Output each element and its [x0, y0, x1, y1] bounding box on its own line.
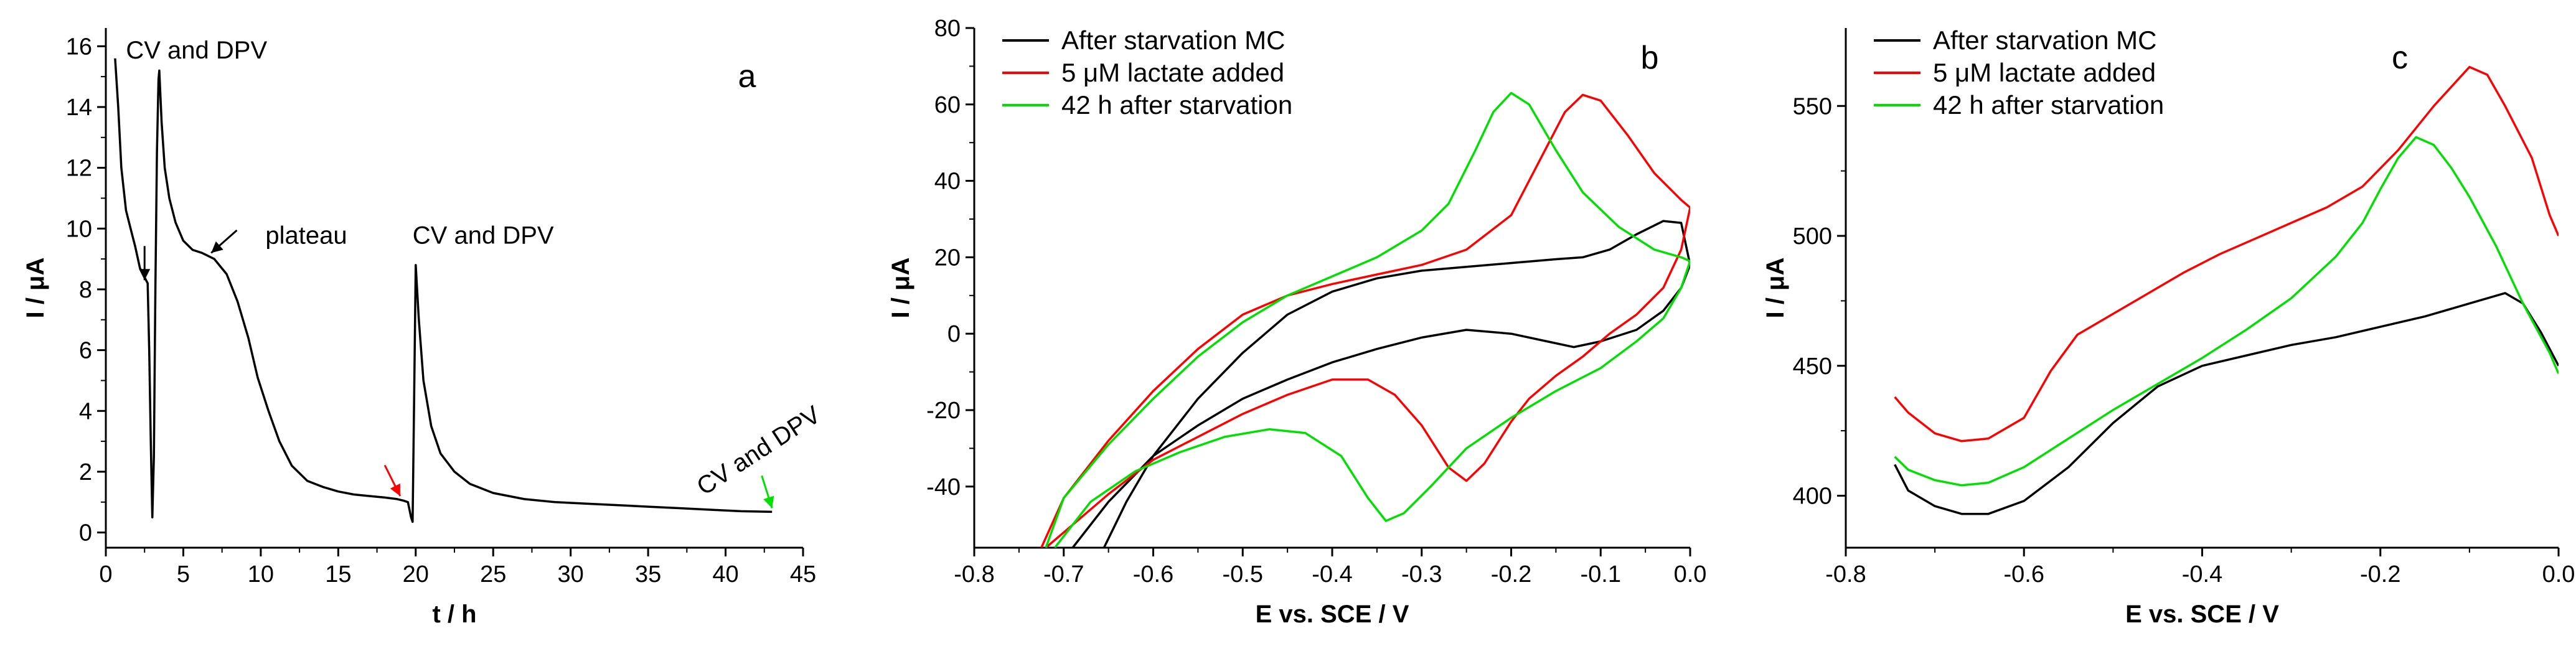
annotation-label: CV and DPV	[126, 37, 267, 64]
y-tick-label: 8	[79, 277, 92, 303]
y-axis-title: I / μA	[1762, 258, 1789, 319]
x-tick-label: 25	[480, 561, 506, 588]
x-tick-label: -0.2	[2360, 561, 2400, 588]
series-group	[1040, 91, 1690, 548]
x-tick-label: -0.4	[2182, 561, 2222, 588]
annotation-label: CV and DPV	[413, 222, 554, 250]
annotation-arrow	[210, 229, 238, 254]
x-tick-label: -0.5	[1223, 561, 1263, 588]
series-line-42-h-after-starvation	[1894, 136, 2559, 487]
y-tick-label: 12	[66, 156, 92, 182]
series-line-after-starvation-mc	[1894, 292, 2559, 515]
panel-letter: b	[1641, 40, 1659, 76]
legend-label: After starvation MC	[1933, 26, 2156, 55]
legend-label: 5 μM lactate added	[1061, 58, 1284, 87]
series-line-after-starvation-mc	[1071, 220, 1690, 548]
x-tick-label: -0.8	[1825, 561, 1866, 588]
x-tick-label: -0.4	[1312, 561, 1352, 588]
series-line-5-m-lactate-added	[1040, 93, 1690, 548]
panel-letter: c	[2392, 40, 2408, 76]
x-axis-title: E vs. SCE / V	[2125, 601, 2279, 628]
x-tick-label: -0.2	[1491, 561, 1531, 588]
y-tick-label: 40	[934, 169, 961, 195]
legend-label: 42 h after starvation	[1061, 90, 1292, 119]
y-tick-label: 450	[1793, 354, 1832, 380]
panel-a: 0 5 10 15 20 25 30 35 40 45 0 2 4 6 8 10 12 14 16 t / h I / …	[22, 28, 825, 628]
x-tick-label: 35	[635, 561, 661, 588]
x-tick-label: 0.0	[2542, 561, 2575, 588]
x-tick-label: 45	[790, 561, 816, 588]
y-tick-label: 6	[79, 338, 92, 364]
x-tick-label: 10	[248, 561, 274, 588]
y-tick-label: 80	[934, 16, 961, 42]
y-tick-label: 60	[934, 92, 961, 118]
x-tick-label: 15	[325, 561, 351, 588]
x-tick-label: -0.1	[1581, 561, 1621, 588]
x-axis-title: t / h	[432, 601, 476, 628]
legend-label: 5 μM lactate added	[1933, 58, 2156, 87]
x-tick-label: -0.6	[2004, 561, 2044, 588]
y-tick-label: -20	[926, 398, 961, 424]
series-group	[1894, 65, 2559, 515]
annotation-label: CV and DPV	[692, 401, 825, 501]
y-tick-label: -40	[926, 474, 961, 500]
panel-c: -0.8 -0.6 -0.4 -0.2 0.0 400 450 500 550 E vs. SCE…	[1762, 26, 2575, 628]
annotation-arrow	[761, 475, 774, 508]
x-tick-label: -0.3	[1401, 561, 1442, 588]
x-tick-label: -0.6	[1133, 561, 1173, 588]
x-tick-label: 0	[99, 561, 112, 588]
x-tick-label: 20	[403, 561, 429, 588]
annotation-arrow	[383, 464, 402, 497]
x-tick-label: -0.8	[954, 561, 994, 588]
y-tick-label: 14	[66, 95, 92, 121]
y-axis-title: I / μA	[22, 258, 49, 319]
y-axis-title: I / μA	[887, 258, 914, 319]
x-tick-label: 5	[177, 561, 190, 588]
panel-letter: a	[738, 59, 756, 95]
panel-b: -0.8 -0.7 -0.6 -0.5 -0.4 -0.3 -0.2 -0.1 0.0 -40 -2…	[887, 16, 1706, 628]
y-tick-label: 550	[1793, 93, 1832, 119]
y-tick-label: 20	[934, 245, 961, 271]
series-line-42-h-after-starvation	[1045, 91, 1690, 548]
series-line-current	[114, 58, 773, 523]
legend-label: 42 h after starvation	[1933, 90, 2164, 119]
annotation-arrow	[139, 246, 151, 281]
y-tick-label: 500	[1793, 223, 1832, 250]
legend-label: After starvation MC	[1061, 26, 1285, 55]
y-tick-label: 2	[79, 459, 92, 485]
y-tick-label: 4	[79, 398, 92, 424]
series-line-5-m-lactate-added	[1894, 65, 2559, 443]
x-tick-label: 30	[558, 561, 584, 588]
annotation-label: plateau	[265, 222, 347, 250]
y-tick-label: 400	[1793, 484, 1832, 510]
x-axis-title: E vs. SCE / V	[1256, 601, 1409, 628]
y-tick-label: 0	[947, 321, 961, 347]
x-tick-label: 0.0	[1674, 561, 1707, 588]
y-tick-label: 0	[79, 520, 92, 546]
x-tick-label: 40	[712, 561, 738, 588]
series-group	[114, 58, 773, 523]
y-tick-label: 16	[66, 34, 92, 60]
x-tick-label: -0.7	[1043, 561, 1084, 588]
y-tick-label: 10	[66, 216, 92, 242]
